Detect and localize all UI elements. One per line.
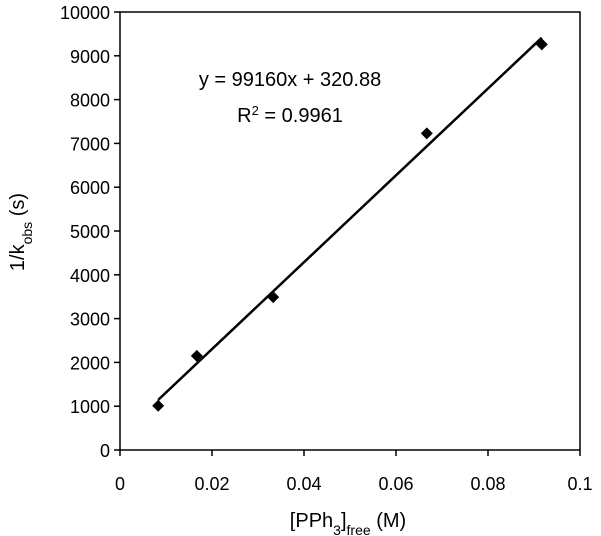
- data-point: [535, 38, 548, 51]
- y-tick-label: 3000: [70, 310, 110, 330]
- y-tick-label: 7000: [70, 134, 110, 154]
- data-point: [267, 291, 280, 304]
- y-tick-label: 5000: [70, 222, 110, 242]
- y-tick-label: 8000: [70, 91, 110, 111]
- y-tick-label: 9000: [70, 47, 110, 67]
- y-axis-title: 1/kobs (s): [7, 193, 35, 271]
- y-tick-label: 2000: [70, 353, 110, 373]
- x-tick-label: 0: [115, 474, 125, 494]
- x-tick-label: 0.06: [378, 474, 413, 494]
- trendline-group: [157, 36, 543, 401]
- data-point: [420, 127, 433, 140]
- x-tick-label: 0.02: [194, 474, 229, 494]
- r-squared-annotation: R2 = 0.9961: [237, 103, 343, 128]
- x-tick-label: 0.04: [286, 474, 321, 494]
- x-axis: 0 0.02 0.04 0.06 0.08 0.1: [115, 450, 593, 494]
- y-tick-label: 0: [100, 441, 110, 461]
- y-tick-label: 10000: [60, 3, 110, 23]
- equation-annotation: y = 99160x + 320.88: [199, 69, 381, 91]
- y-tick-label: 6000: [70, 178, 110, 198]
- y-tick-label: 1000: [70, 397, 110, 417]
- data-point: [190, 349, 203, 362]
- x-axis-title: [PPh3]free (M): [290, 510, 406, 536]
- data-points: [152, 38, 548, 412]
- x-tick-label: 0.08: [470, 474, 505, 494]
- x-tick-label: 0.1: [567, 474, 592, 494]
- y-axis: 0 1000 2000 3000 4000 5000 6000 7000 8000 9000 100…: [60, 3, 120, 461]
- y-tick-label: 4000: [70, 266, 110, 286]
- trendline: [157, 36, 543, 401]
- data-point: [152, 399, 165, 412]
